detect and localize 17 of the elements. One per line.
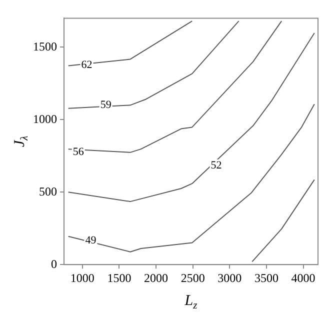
x-tick-label: 2500 (180, 270, 205, 285)
annotation: 49 (85, 234, 97, 247)
annotation: 56 (72, 146, 84, 158)
x-tick-label: 4000 (291, 270, 316, 285)
y-tick-label: 1500 (33, 39, 57, 54)
x-tick-label: 1000 (70, 270, 94, 285)
annotation: 52 (210, 159, 222, 172)
x-tick-label: 3000 (218, 270, 242, 285)
annotation: 59 (100, 99, 112, 112)
y-tick-label: 500 (39, 184, 57, 198)
y-tick-label: 1000 (33, 112, 57, 126)
x-tick-label: 2000 (144, 270, 168, 285)
annotation: 62 (81, 58, 92, 71)
y-tick-label: 0 (51, 256, 57, 271)
x-tick-label: 1500 (107, 270, 132, 285)
y-axis-title: Jλ (12, 135, 30, 148)
x-tick-label: 3500 (254, 270, 278, 285)
